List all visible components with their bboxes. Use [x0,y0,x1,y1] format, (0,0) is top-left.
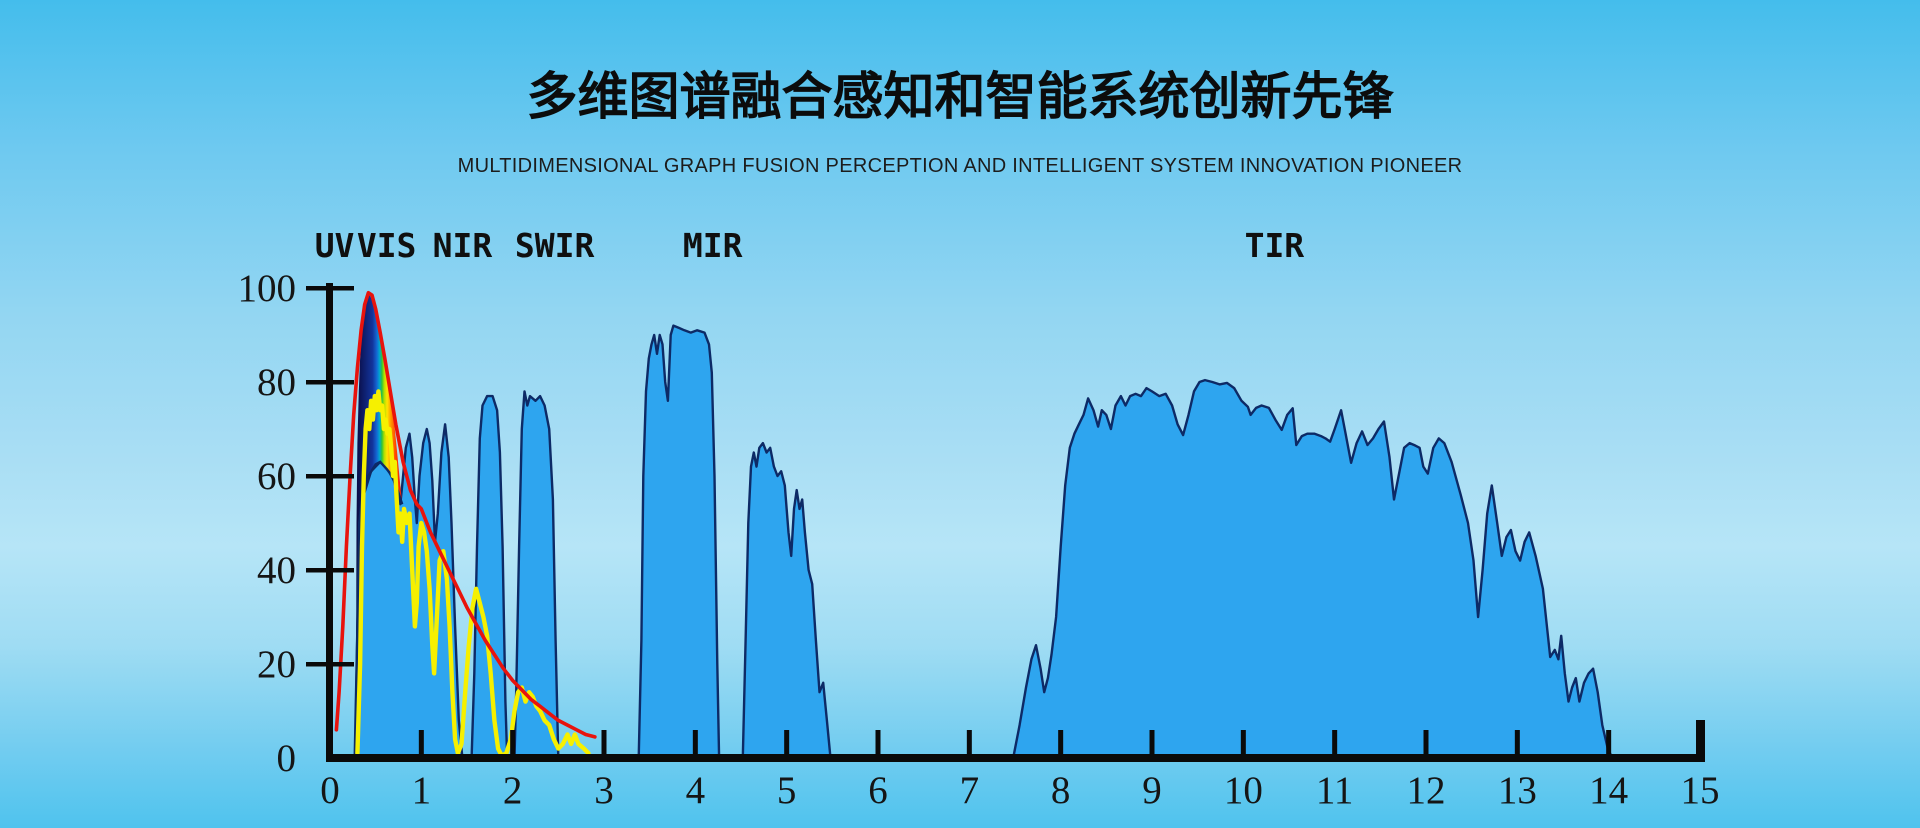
band-label-mir: MIR [682,226,743,265]
x-tick [692,730,698,756]
x-tick-label: 7 [960,769,980,812]
y-tick-label: 0 [277,737,297,780]
transmission-windows-area [353,324,1614,760]
y-tick-label: 60 [257,455,296,498]
x-tick [1240,730,1246,756]
x-tick-label: 12 [1407,769,1446,812]
y-axis [326,283,333,762]
x-tick [1514,730,1520,756]
y-tick-label: 80 [257,361,296,404]
x-tick-label: 14 [1589,769,1628,812]
x-tick-label: 11 [1316,769,1354,812]
y-tick-label: 100 [238,267,297,310]
y-tick [306,286,354,291]
solar-irradiance-curve [355,389,591,758]
x-tick [510,730,516,756]
x-tick [601,730,607,756]
y-tick [306,380,354,385]
x-tick-label: 5 [777,769,797,812]
x-tick [1423,730,1429,756]
x-tick-label: 6 [868,769,888,812]
y-tick-label: 20 [257,643,296,686]
x-tick [875,730,881,756]
x-tick-label: 0 [320,769,340,812]
x-tick-label: 13 [1498,769,1537,812]
x-tick [1058,730,1064,756]
x-axis-end-cap [1696,720,1705,758]
band-label-swir: SWIR [514,226,595,265]
x-tick [784,730,790,756]
x-tick-label: 4 [686,769,706,812]
y-tick [306,568,354,573]
page-subtitle: MULTIDIMENSIONAL GRAPH FUSION PERCEPTION… [457,155,1463,177]
band-label-vis: VIS [356,226,417,265]
blackbody-envelope-curve [334,290,597,739]
band-label-uv: UV [314,226,355,265]
x-tick-label: 15 [1681,769,1720,812]
x-tick-label: 10 [1224,769,1263,812]
x-tick [1606,730,1612,756]
x-tick-label: 8 [1051,769,1071,812]
y-tick [306,662,354,667]
page-title: 多维图谱融合感知和智能系统创新先锋 [526,68,1394,127]
x-tick [1149,730,1155,756]
x-tick-label: 1 [412,769,432,812]
band-label-nir: NIR [432,226,493,265]
band-label-tir: TIR [1244,226,1305,265]
x-tick-label: 3 [594,769,614,812]
y-tick [306,474,354,479]
x-tick [966,730,972,756]
x-axis [326,754,1705,762]
x-tick-label: 9 [1142,769,1162,812]
y-tick-label: 40 [257,549,296,592]
x-tick [1332,730,1338,756]
x-tick-label: 2 [503,769,523,812]
x-tick [418,730,424,756]
